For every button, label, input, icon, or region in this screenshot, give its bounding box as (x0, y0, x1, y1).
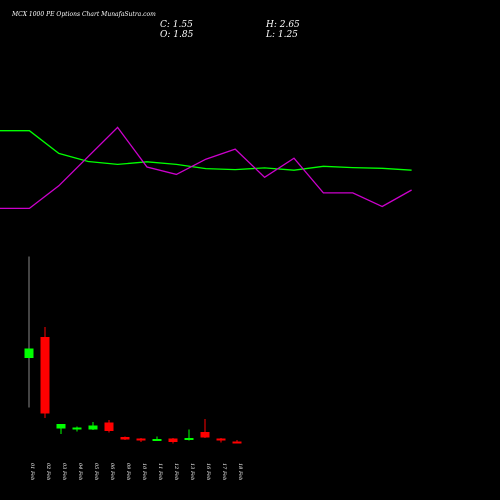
indicator-lines (0, 126, 412, 210)
candle (88, 422, 98, 430)
candle (216, 438, 226, 443)
candle (232, 440, 242, 444)
candle (72, 426, 82, 432)
x-tick-label: 13 Feb (189, 463, 195, 480)
candle-body (56, 424, 66, 429)
candle-body (136, 438, 146, 441)
x-tick-label: 05 Feb (93, 463, 99, 480)
candle-body (152, 439, 162, 441)
magenta-indicator-line (0, 126, 412, 210)
x-tick-label: 04 Feb (77, 463, 83, 480)
x-tick-label: 11 Feb (157, 463, 163, 480)
candle (184, 429, 194, 441)
candle (200, 419, 210, 438)
x-tick-label: 17 Feb (221, 463, 227, 480)
candle (152, 436, 162, 441)
x-tick-label: 02 Feb (45, 463, 51, 480)
chart-title: MCX 1000 PE Options Chart MunafaSutra.co… (11, 11, 156, 18)
candle-body (216, 438, 226, 441)
high-value: H: 2.65 (265, 20, 300, 30)
candle (56, 424, 66, 434)
candle (24, 256, 34, 408)
x-tick-label: 12 Feb (173, 463, 179, 480)
x-tick-label: 16 Feb (205, 463, 211, 480)
candle-body (168, 438, 178, 442)
x-tick-label: 10 Feb (141, 463, 147, 480)
candle (136, 438, 146, 442)
x-tick-label: 03 Feb (61, 463, 67, 480)
low-value: L: 1.25 (265, 30, 298, 40)
candle-body (232, 441, 242, 444)
close-value: C: 1.55 (160, 20, 193, 30)
candle-body (40, 337, 50, 414)
x-tick-label: 18 Feb (237, 463, 243, 480)
candle-body (88, 425, 98, 430)
candle-body (104, 422, 114, 431)
x-tick-label: 06 Feb (109, 463, 115, 480)
candlestick-series (24, 256, 242, 444)
x-tick-label: 09 Feb (125, 463, 131, 480)
candle-body (24, 348, 34, 358)
x-tick-label: 01 Feb (29, 463, 35, 480)
candle (104, 420, 114, 433)
candle-body (120, 437, 130, 440)
candle-body (200, 432, 210, 438)
candle-body (72, 427, 82, 430)
green-indicator-line (0, 130, 412, 171)
candle-body (184, 438, 194, 440)
candle (168, 438, 178, 444)
candle (40, 327, 50, 418)
x-axis-ticks: 01 Feb 02 Feb 03 Feb 04 Feb 05 Feb 06 Feb 09 F… (29, 463, 243, 480)
candle (120, 436, 130, 440)
open-value: O: 1.85 (160, 30, 194, 40)
